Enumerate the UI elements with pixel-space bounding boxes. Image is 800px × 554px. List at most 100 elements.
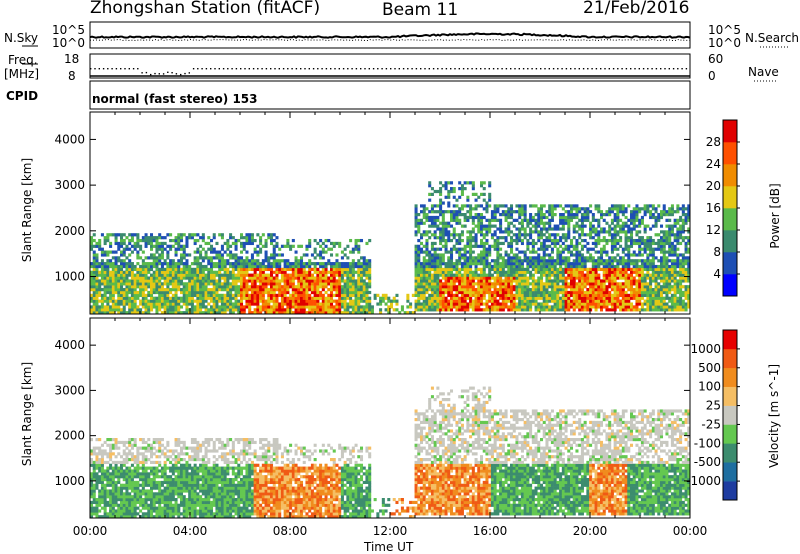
power-cell [632,221,636,225]
power-cell [520,250,524,254]
power-cell [640,279,644,283]
power-cell [109,264,113,269]
power-cell [420,302,424,306]
power-cell [518,264,522,269]
power-cell [567,256,571,260]
power-cell [594,290,598,295]
power-cell [291,276,295,280]
power-cell [610,293,614,297]
power-cell [231,276,235,280]
power-cell [583,293,587,297]
power-cell [458,285,462,289]
power-cell [649,288,653,292]
power-cell [515,282,519,286]
power-cell [425,279,429,283]
power-cell [280,296,284,300]
power-cell [589,273,593,277]
power-cell [458,262,462,266]
power-cell [155,302,159,306]
power-cell [490,273,494,277]
power-cell [662,296,666,300]
power-cell [471,238,475,243]
power-cell [482,273,486,277]
power-cell [109,290,113,295]
power-cell [158,290,162,295]
power-cell [635,273,639,277]
power-cell [613,282,617,286]
power-cell [188,279,192,283]
power-cell [130,236,134,240]
power-cell [439,299,443,303]
power-cell [477,279,481,283]
power-cell [182,253,186,257]
power-cell [531,290,535,295]
power-cell [608,270,612,274]
power-cell [493,285,497,289]
power-cell [545,282,549,286]
power-cell [499,264,503,269]
power-cell [510,230,514,234]
power-cell [613,224,617,228]
power-cell [621,221,625,225]
power-cell [452,195,456,199]
power-cell [177,270,181,274]
power-cell [540,247,544,251]
power-cell [499,236,503,240]
power-cell [155,264,159,269]
power-cell [501,273,505,277]
power-cell [553,308,557,312]
power-cell [638,270,642,274]
power-cell [526,293,530,297]
power-cell [537,218,541,222]
power-cell [100,293,104,297]
power-cell [100,282,104,286]
power-cell [515,227,519,231]
power-cell [297,259,301,263]
power-cell [136,267,140,272]
power-cell [354,305,358,309]
power-cell [111,285,115,289]
power-cell [226,238,230,243]
power-cell [567,224,571,228]
power-cell [305,299,309,303]
power-cell [182,267,186,272]
power-cell [605,290,609,295]
power-cell [261,233,265,237]
power-cell [621,224,625,228]
power-cell [450,273,454,277]
power-cell [460,230,464,234]
power-cell [204,250,208,254]
power-cell [169,299,173,303]
power-cell [466,230,470,234]
power-cell [160,282,164,286]
power-cell [90,262,94,266]
power-cell [272,302,276,306]
power-cell [441,230,445,234]
power-cell [643,247,647,251]
power-cell [321,241,325,246]
power-cell [548,264,552,269]
power-cell [600,210,604,214]
power-cell [586,259,590,263]
power-cell [466,250,470,254]
power-cell [578,290,582,295]
power-cell [529,305,533,309]
power-cell [338,293,342,297]
freq-point [501,68,503,70]
power-cell [212,250,216,254]
power-cell [270,236,274,240]
power-cell [512,308,516,312]
power-cell [534,227,538,231]
power-cell [147,302,151,306]
power-cell [420,247,424,251]
power-cell [482,250,486,254]
power-cell [624,285,628,289]
power-cell [313,256,317,260]
power-cell [125,273,129,277]
power-cell [360,270,364,274]
power-cell [485,233,489,237]
power-cell [188,267,192,272]
power-cell [624,305,628,309]
power-cell [567,290,571,295]
power-cell [199,299,203,303]
